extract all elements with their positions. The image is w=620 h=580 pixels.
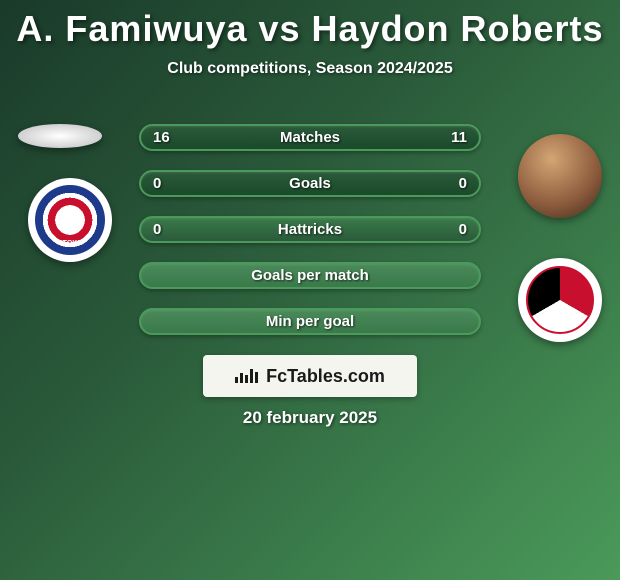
club-right-logo (518, 258, 602, 342)
stat-bar-goals-per-match: Goals per match (139, 262, 481, 289)
stat-bar-min-per-goal: Min per goal (139, 308, 481, 335)
stat-bar-matches: 16 Matches 11 (139, 124, 481, 151)
stats-container: 16 Matches 11 0 Goals 0 0 Hattricks 0 Go… (139, 124, 481, 354)
stat-left-value: 16 (153, 129, 170, 146)
stat-label: Matches (280, 129, 340, 146)
stat-right-value: 11 (451, 129, 467, 146)
stoke-city-badge: STOKE (35, 185, 105, 255)
comparison-title: A. Famiwuya vs Haydon Roberts (0, 0, 620, 50)
stat-label: Goals per match (251, 267, 369, 284)
player-right-photo (518, 134, 602, 218)
stat-left-value: 0 (153, 175, 161, 192)
stat-label: Min per goal (266, 313, 354, 330)
club-left-logo: STOKE (28, 178, 112, 262)
stat-label: Hattricks (278, 221, 342, 238)
watermark-box: FcTables.com (203, 355, 417, 397)
bristol-city-badge (526, 266, 594, 334)
club-left-badge-text: STOKE (58, 240, 82, 247)
comparison-date: 20 february 2025 (0, 408, 620, 428)
stat-label: Goals (289, 175, 331, 192)
stat-bar-hattricks: 0 Hattricks 0 (139, 216, 481, 243)
stat-right-value: 0 (459, 175, 467, 192)
comparison-subtitle: Club competitions, Season 2024/2025 (0, 60, 620, 78)
stat-left-value: 0 (153, 221, 161, 238)
player-left-photo (18, 124, 102, 148)
bar-chart-icon (235, 369, 260, 383)
stat-right-value: 0 (459, 221, 467, 238)
watermark-text: FcTables.com (266, 366, 385, 387)
stat-bar-goals: 0 Goals 0 (139, 170, 481, 197)
